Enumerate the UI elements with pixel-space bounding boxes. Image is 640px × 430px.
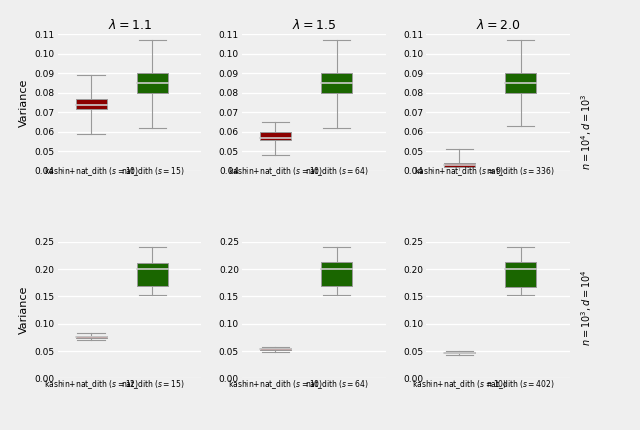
Bar [76,336,107,338]
Title: $\lambda = 1.1$: $\lambda = 1.1$ [108,18,152,32]
Bar [444,163,475,167]
Text: nat_dith ($s = 15$): nat_dith ($s = 15$) [120,166,184,178]
Text: nat_dith ($s = 402$): nat_dith ($s = 402$) [486,378,555,391]
Bar [260,348,291,350]
Y-axis label: Variance: Variance [19,286,29,335]
Text: nat_dith ($s = 64$): nat_dith ($s = 64$) [305,166,369,178]
Title: $\lambda = 1.5$: $\lambda = 1.5$ [292,18,335,32]
Bar [444,352,475,353]
Bar [506,74,536,93]
Text: $n = 10^3, d = 10^4$: $n = 10^3, d = 10^4$ [579,269,594,346]
Text: nat_dith ($s = 64$): nat_dith ($s = 64$) [305,378,369,391]
Y-axis label: Variance: Variance [19,78,29,127]
Text: kashin+nat_dith ($s = 10$): kashin+nat_dith ($s = 10$) [228,166,323,178]
Bar [76,99,107,108]
Text: kashin+nat_dith ($s = 12$): kashin+nat_dith ($s = 12$) [44,378,139,391]
Bar [137,263,168,286]
Bar [260,132,291,140]
Text: nat_dith ($s = 336$): nat_dith ($s = 336$) [486,166,555,178]
Bar [321,262,352,286]
Text: kashin+nat_dith ($s = 10$): kashin+nat_dith ($s = 10$) [412,378,507,391]
Text: kashin+nat_dith ($s = 10$): kashin+nat_dith ($s = 10$) [44,166,139,178]
Text: $n = 10^4, d = 10^3$: $n = 10^4, d = 10^3$ [579,93,594,169]
Title: $\lambda = 2.0$: $\lambda = 2.0$ [476,18,520,32]
Text: kashin+nat_dith ($s = 10$): kashin+nat_dith ($s = 10$) [228,378,323,391]
Bar [137,74,168,93]
Text: nat_dith ($s = 15$): nat_dith ($s = 15$) [120,378,184,391]
Bar [506,262,536,287]
Text: kashin+nat_dith ($s = 9$): kashin+nat_dith ($s = 9$) [414,166,504,178]
Bar [321,74,352,93]
